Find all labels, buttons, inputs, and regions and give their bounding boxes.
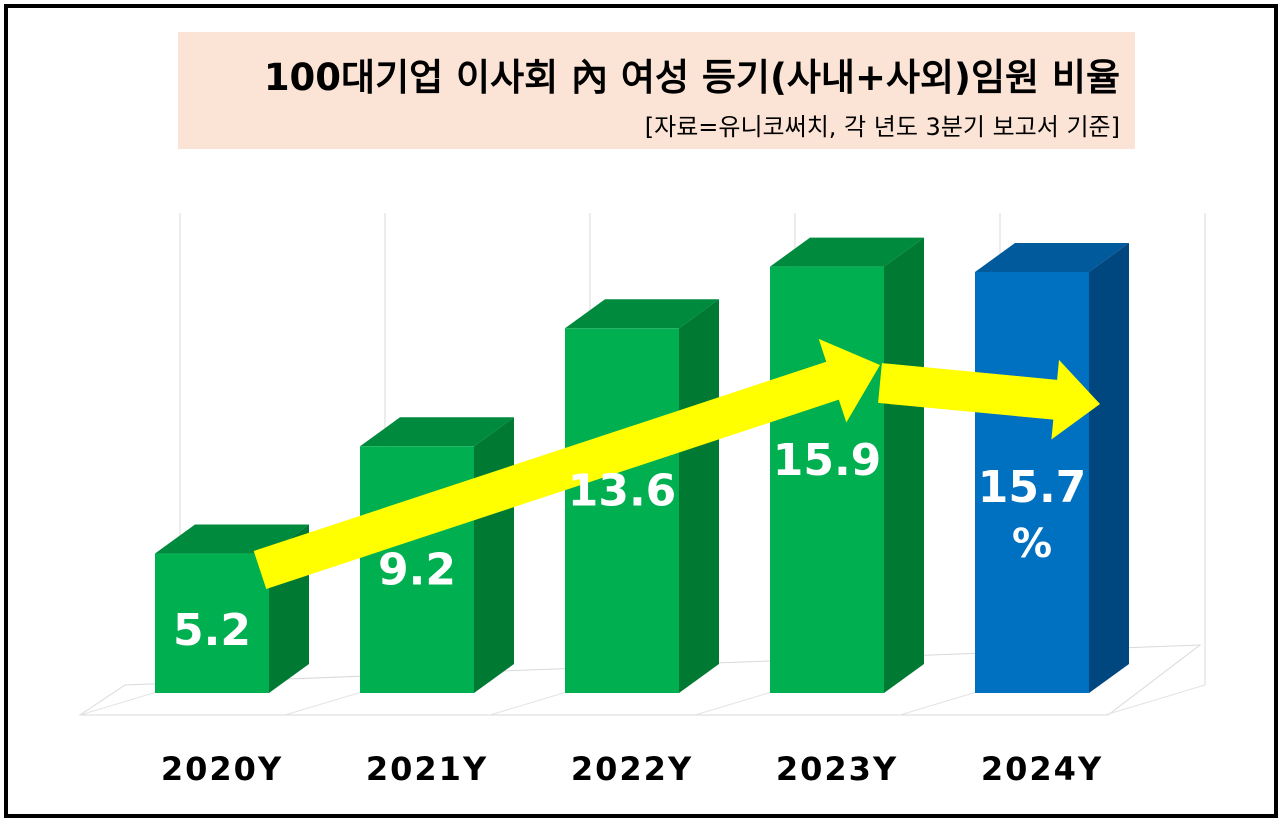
bar-top bbox=[975, 243, 1129, 272]
data-label: 13.6 bbox=[568, 466, 677, 517]
bar bbox=[565, 328, 679, 693]
x-tick-label: 2020Y bbox=[161, 750, 283, 788]
bar-side bbox=[474, 417, 514, 693]
bar bbox=[155, 553, 269, 693]
floor-gridline bbox=[1104, 684, 1206, 716]
bar-side bbox=[884, 237, 924, 693]
data-label: 9.2 bbox=[378, 545, 456, 596]
bar-top bbox=[565, 299, 719, 329]
bar-side bbox=[679, 299, 719, 693]
chart-title: 100대기업 이사회 內 여성 등기(사내+사외)임원 비율 bbox=[264, 56, 1120, 99]
chart-frame bbox=[4, 4, 1278, 818]
x-tick-label: 2023Y bbox=[776, 750, 898, 788]
title-background bbox=[178, 32, 1135, 149]
data-label: 5.2 bbox=[173, 605, 251, 656]
x-tick-label: 2021Y bbox=[366, 750, 488, 788]
floor bbox=[78, 644, 1202, 716]
trend-arrow-up bbox=[253, 338, 880, 589]
bar-top bbox=[770, 237, 924, 267]
bar-side bbox=[1089, 243, 1129, 693]
x-tick-label: 2022Y bbox=[571, 750, 693, 788]
x-tick-label: 2024Y bbox=[981, 750, 1103, 788]
trend-arrow-down bbox=[878, 359, 1100, 440]
bar bbox=[975, 272, 1089, 693]
data-label: 15.9 bbox=[773, 435, 882, 486]
data-label: 15.7 bbox=[978, 462, 1087, 513]
bar bbox=[770, 266, 884, 693]
bar-top bbox=[360, 417, 514, 447]
chart-subtitle: [자료=유니코써치, 각 년도 3분기 보고서 기준] bbox=[645, 113, 1120, 141]
unit-label: % bbox=[1012, 521, 1052, 567]
